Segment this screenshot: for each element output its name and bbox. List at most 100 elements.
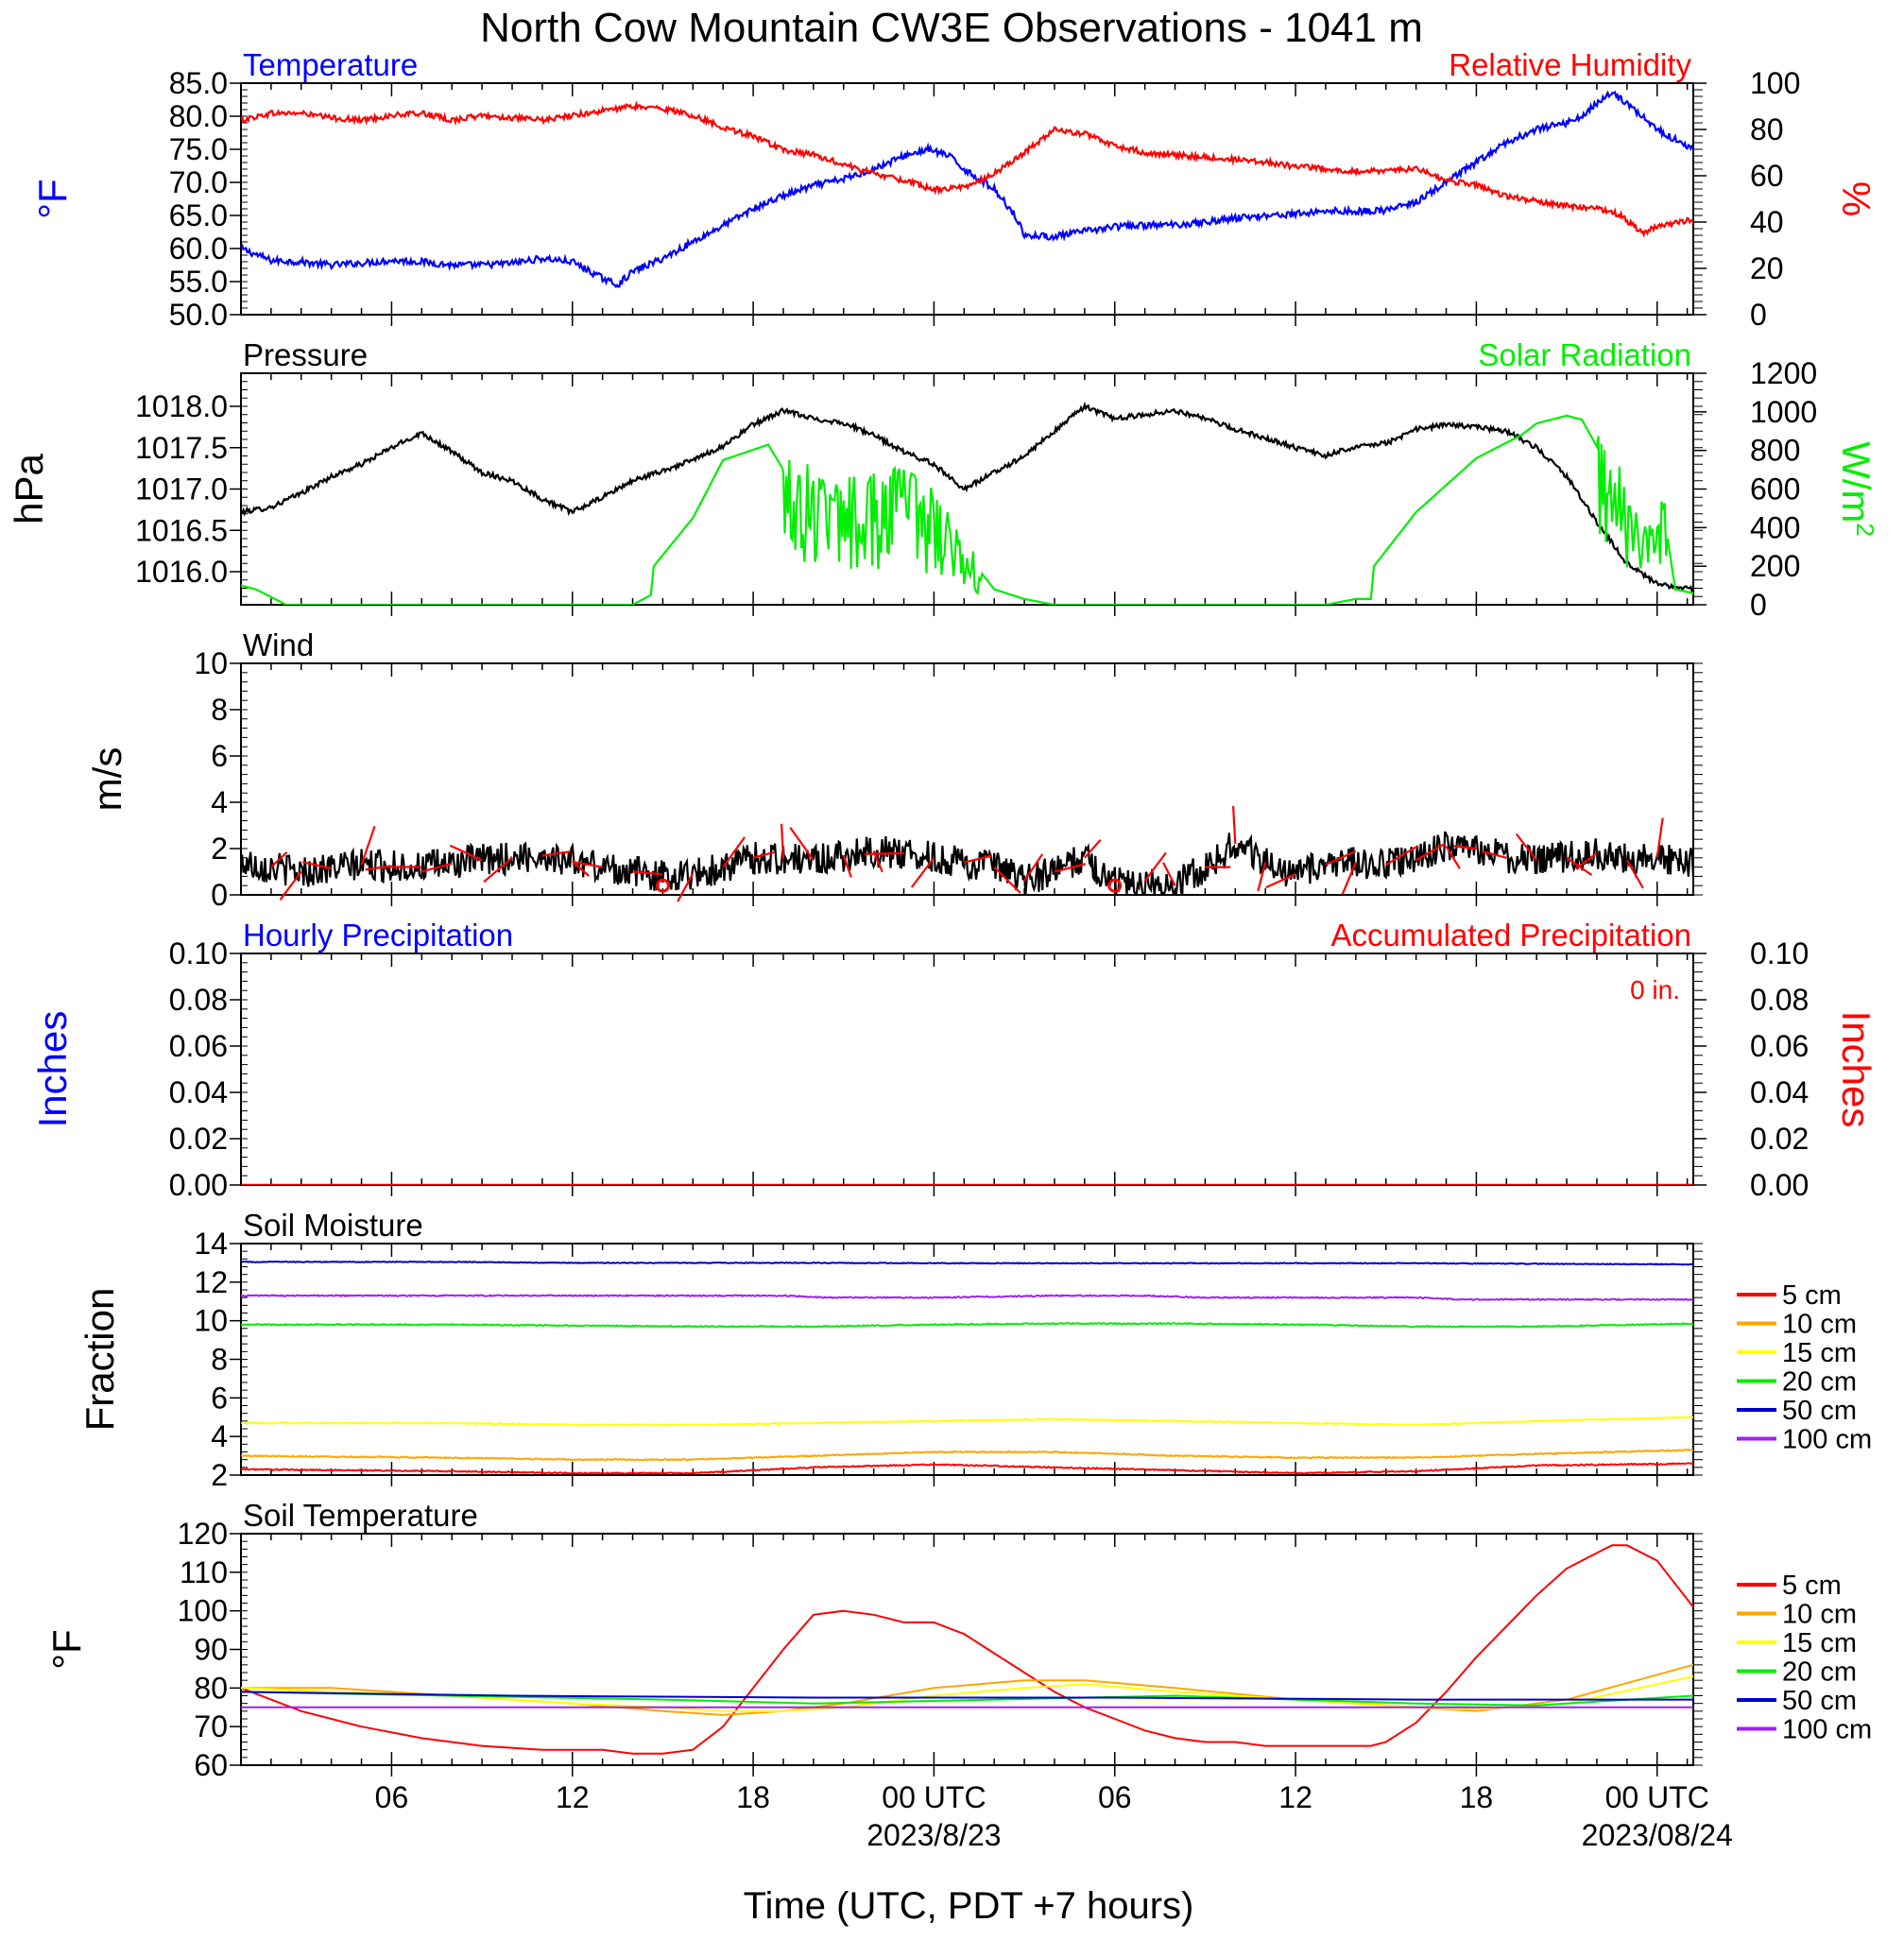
panel-title-left: Temperature	[243, 47, 418, 82]
y-tick-label-right: 60	[1750, 159, 1784, 193]
wind-barb	[1325, 850, 1357, 867]
y-tick-label-right: 0.10	[1750, 936, 1809, 970]
y-axis-label-left: m/s	[85, 747, 129, 812]
y-tick-label-right: 0.06	[1750, 1029, 1809, 1063]
wind-barb	[1265, 872, 1296, 889]
series-line-15-cm	[241, 1416, 1693, 1427]
y-tick-label-left: 0.02	[169, 1122, 228, 1156]
wind-barb	[864, 851, 904, 855]
y-tick-label-left: 14	[194, 1227, 228, 1261]
y-tick-label-left: 65.0	[169, 198, 228, 232]
plot-frame	[240, 953, 1694, 1186]
panel-wind: 0 2 4 6 8 10 Wind m/s	[85, 627, 1703, 912]
wind-barb	[1482, 850, 1507, 859]
series-line-wind	[241, 831, 1693, 895]
y-tick-label-left: 0.00	[169, 1168, 228, 1202]
wind-barb	[541, 850, 571, 857]
y-tick-label-right: 0.04	[1750, 1075, 1809, 1109]
y-axis-label-left: °F	[44, 1629, 89, 1669]
wind-barb	[1415, 842, 1446, 862]
series-line-20-cm	[241, 1691, 1693, 1707]
y-tick-label-left: 110	[180, 1555, 228, 1589]
y-tick-label-left: 8	[211, 693, 228, 727]
wind-barb	[360, 826, 376, 866]
y-tick-label-left: 55.0	[169, 265, 228, 299]
y-tick-label-right: 20	[1750, 251, 1784, 285]
panel-pressure: 1016.0 1016.5 1017.0 1017.5 1018.0 0 200 400 600…	[7, 337, 1879, 622]
wind-barb	[1453, 845, 1477, 850]
y-tick-label-left: 60	[194, 1748, 228, 1782]
y-tick-label-left: 0.10	[169, 936, 228, 970]
legend-label: 100 cm	[1782, 1715, 1872, 1745]
wind-barb	[1023, 853, 1044, 882]
y-tick-label-left: 70	[194, 1709, 228, 1743]
series-line-relative-humidity	[241, 100, 1693, 238]
y-tick-label-left: 1016.5	[135, 513, 228, 547]
y-axis-label-right: %	[1834, 181, 1878, 216]
panel-title-left: Pressure	[243, 337, 368, 372]
y-axis-label-right: Inches	[1834, 1011, 1878, 1128]
wind-barb	[573, 861, 603, 868]
y-tick-label-right: 0.00	[1750, 1168, 1809, 1202]
y-tick-label-left: 120	[178, 1517, 228, 1551]
series-line-100-cm	[241, 1294, 1693, 1301]
y-tick-label-left: 0.06	[169, 1029, 228, 1063]
wind-barb	[789, 827, 815, 861]
wind-barb	[1084, 838, 1102, 859]
y-tick-label-right: 0	[1750, 298, 1767, 332]
panel-title-right: Solar Radiation	[1478, 337, 1691, 372]
wind-barb	[572, 860, 590, 877]
series-line-50-cm	[241, 1691, 1693, 1701]
wind-barb	[910, 857, 935, 888]
series-line-5-cm	[241, 1544, 1693, 1755]
y-tick-label-left: 75.0	[169, 132, 228, 166]
time-axis: 06 12 18 00 UTC 2023/8/23 06 12 18 00 UTC 2023/08…	[375, 1780, 1733, 1852]
series-line-50-cm	[241, 1260, 1693, 1266]
y-tick-label-left: 70.0	[169, 165, 228, 199]
y-axis-label-left: hPa	[7, 453, 51, 524]
legend-label: 10 cm	[1782, 1600, 1857, 1630]
series-line-10-cm	[241, 1449, 1693, 1462]
series-group	[241, 90, 1693, 289]
wind-barb	[1385, 845, 1419, 867]
wind-barb	[964, 854, 993, 864]
plot-frame	[240, 82, 1694, 316]
legend-label: 5 cm	[1782, 1571, 1842, 1601]
y-tick-label-right: 80	[1750, 112, 1784, 146]
legend-label: 50 cm	[1782, 1396, 1857, 1426]
plot-frame	[240, 1533, 1694, 1766]
wind-barb	[279, 870, 302, 901]
series-group	[241, 401, 1693, 605]
panel-title-right: Accumulated Precipitation	[1330, 918, 1691, 953]
panel-title-left: Hourly Precipitation	[243, 918, 513, 953]
calm-wind-marker	[1107, 878, 1123, 893]
plot-frame	[240, 662, 1694, 896]
x-tick-label: 00 UTC	[882, 1780, 986, 1814]
y-tick-label-left: 1016.0	[135, 555, 228, 589]
y-tick-label-left: 80	[194, 1671, 228, 1705]
series-line-5-cm	[241, 1462, 1693, 1475]
y-tick-label-left: 6	[211, 739, 228, 773]
wind-barb	[993, 866, 1021, 894]
x-tick-label: 06	[375, 1780, 409, 1814]
wind-barb	[1232, 805, 1237, 845]
y-tick-label-left: 100	[178, 1594, 228, 1628]
y-tick-label-left: 4	[211, 1419, 228, 1453]
series-line-15-cm	[241, 1675, 1693, 1712]
x-tick-label: 06	[1098, 1780, 1132, 1814]
y-tick-label-left: 80.0	[169, 99, 228, 133]
y-axis-label-left: Fraction	[77, 1288, 122, 1432]
y-tick-label-left: 1017.5	[135, 431, 228, 465]
accumulated-total: 0 in.	[1630, 975, 1680, 1004]
series-group	[241, 1544, 1693, 1755]
y-tick-label-right: 800	[1750, 434, 1800, 468]
panel-title-left: Soil Moisture	[243, 1208, 423, 1243]
wind-barb	[1054, 863, 1087, 873]
wind-barb	[1143, 851, 1167, 882]
wind-barb	[1257, 862, 1267, 892]
wind-barb	[1625, 859, 1644, 889]
legend-label: 20 cm	[1782, 1367, 1857, 1398]
